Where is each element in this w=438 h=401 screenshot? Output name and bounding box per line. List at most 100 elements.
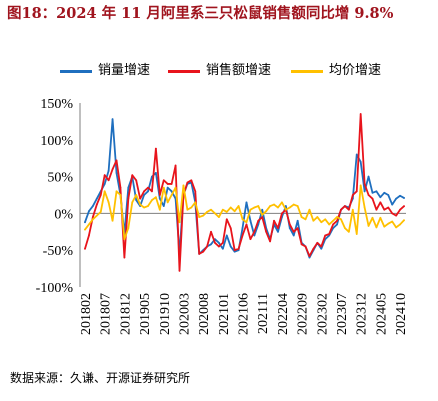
sales-revenue-growth-point [391, 212, 394, 215]
sales-volume-growth-point [292, 234, 295, 237]
sales-revenue-growth-point [202, 250, 205, 253]
avg-price-growth-point [166, 201, 169, 204]
sales-revenue-growth-point [147, 186, 149, 189]
legend-swatch-avg-price-growth [291, 69, 323, 73]
x-tick-label: 202312 [355, 293, 370, 335]
avg-price-growth-point [245, 221, 248, 224]
avg-price-growth-point [194, 201, 197, 204]
avg-price-growth-point [351, 208, 354, 211]
avg-price-growth-point [206, 211, 208, 213]
x-tick-label: 202008 [197, 293, 212, 335]
sales-volume-growth-point [288, 227, 291, 230]
avg-price-growth-point [158, 208, 161, 211]
avg-price-growth-point [328, 223, 331, 226]
avg-price-growth-point [178, 221, 181, 224]
sales-revenue-growth-point [375, 208, 378, 211]
sales-volume-growth-point [107, 169, 110, 172]
sales-volume-growth-point [308, 256, 311, 259]
sales-revenue-growth-point [269, 240, 271, 243]
sales-volume-growth-point [320, 247, 323, 250]
avg-price-growth-point [359, 184, 362, 187]
sales-volume-growth-point [403, 197, 405, 199]
sales-revenue-growth-point [151, 190, 153, 193]
x-tick-label: 201910 [158, 293, 173, 335]
sales-revenue-growth-point [355, 190, 358, 193]
avg-price-growth-point [403, 219, 405, 222]
sales-revenue-growth-point [328, 233, 331, 235]
sales-volume-growth-point [147, 190, 149, 193]
sales-revenue-growth-point [119, 186, 122, 189]
avg-price-growth-point [363, 206, 366, 209]
sales-revenue-growth-point [316, 241, 319, 244]
legend-label-sales-revenue-growth: 销售额增速 [206, 63, 272, 78]
avg-price-growth-point [229, 206, 232, 209]
avg-price-growth-point [288, 206, 291, 209]
sales-revenue-growth-point [265, 230, 268, 233]
sales-volume-growth-point [115, 172, 118, 174]
avg-price-growth-point [174, 186, 177, 189]
sales-revenue-growth-point [237, 247, 240, 250]
avg-price-growth-point [399, 223, 401, 226]
sales-revenue-growth-point [123, 256, 126, 259]
avg-price-growth-point [265, 210, 268, 213]
y-tick-label: 100% [40, 134, 73, 149]
legend-item-sales-volume-growth: 销量增速 [60, 62, 150, 80]
sales-revenue-growth-point [166, 183, 169, 185]
avg-price-growth-point [324, 218, 327, 221]
sales-volume-growth-point [162, 205, 165, 207]
avg-price-growth-point [253, 206, 256, 209]
source-note: 数据来源：久谦、开源证券研究所 [10, 371, 191, 385]
x-tick-label: 202405 [374, 293, 389, 335]
legend-swatch-sales-revenue-growth [168, 69, 200, 73]
avg-price-growth-point [296, 205, 299, 207]
y-tick-label: 150% [40, 97, 73, 112]
sales-revenue-growth-point [403, 205, 405, 208]
sales-revenue-growth-point [312, 247, 315, 250]
sales-revenue-growth-point [99, 194, 102, 196]
series-lines [84, 113, 405, 272]
sales-revenue-growth-point [304, 245, 307, 248]
sales-revenue-growth-point [218, 245, 220, 248]
sales-volume-growth-point [241, 227, 244, 230]
sales-revenue-growth-point [367, 194, 370, 196]
sales-revenue-growth-point [190, 179, 193, 182]
avg-price-growth-point [312, 219, 315, 222]
legend-label-sales-volume-growth: 销量增速 [98, 63, 151, 78]
avg-price-growth-point [151, 199, 153, 202]
sales-revenue-growth-point [399, 208, 401, 211]
x-tick-label: 202307 [335, 293, 350, 335]
avg-price-growth-point [308, 208, 311, 211]
avg-price-growth-point [210, 208, 212, 211]
avg-price-growth-point [182, 184, 185, 187]
avg-price-growth-point [170, 194, 173, 196]
avg-price-growth-point [127, 227, 130, 230]
sales-volume-growth-point [371, 191, 374, 194]
sales-volume-growth-point [261, 208, 264, 211]
sales-volume-growth-point [95, 197, 98, 200]
sales-revenue-growth-point [233, 249, 236, 252]
avg-price-growth-point [95, 214, 98, 217]
avg-price-growth-point [395, 226, 398, 229]
sales-volume-growth-point [170, 190, 173, 193]
sales-revenue-growth-point [139, 197, 142, 200]
avg-price-growth-point [139, 203, 142, 206]
avg-price-growth-point [379, 216, 382, 219]
sales-volume-growth-point [399, 194, 401, 197]
avg-price-growth-point [154, 196, 157, 199]
sales-revenue-growth-point [383, 208, 386, 211]
sales-volume-growth-point [277, 230, 279, 233]
avg-price-growth-point [190, 206, 193, 209]
sales-revenue-growth-point [158, 194, 161, 196]
sales-revenue-growth-point [194, 190, 197, 193]
sales-volume-growth-point [359, 160, 362, 163]
x-tick-label: 202302 [315, 293, 330, 335]
avg-price-growth-point [186, 208, 189, 211]
sales-volume-growth-points [84, 118, 405, 259]
sales-revenue-growth-point [249, 238, 252, 241]
avg-price-growth-point [336, 216, 338, 218]
y-tick-label: 0% [54, 207, 73, 222]
avg-price-growth-point [304, 218, 307, 221]
sales-revenue-growth-point [308, 255, 311, 257]
sales-volume-growth-point [154, 172, 157, 174]
